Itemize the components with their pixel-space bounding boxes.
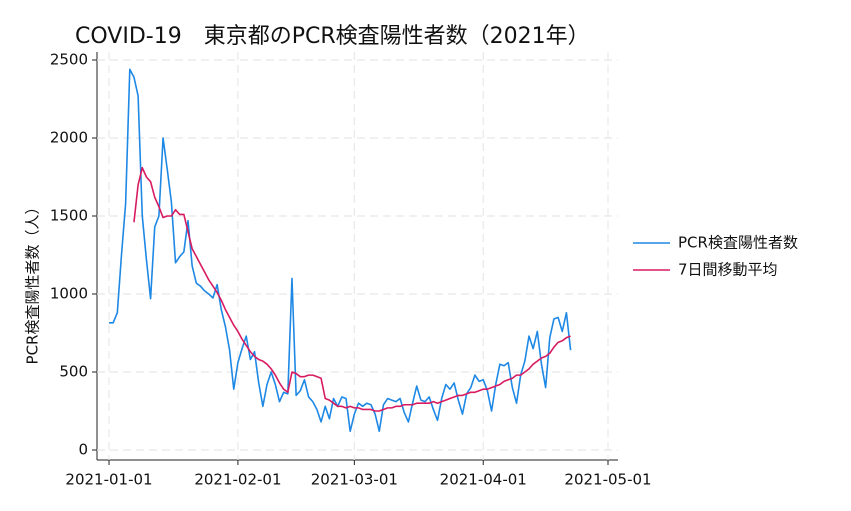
y-tick-label: 1000 — [50, 285, 88, 303]
y-tick-label: 500 — [59, 363, 88, 381]
y-tick-label: 2000 — [50, 129, 88, 147]
series-line — [133, 166, 571, 412]
x-tick-label: 2021-01-01 — [65, 471, 152, 489]
series-line — [109, 68, 572, 433]
y-axis-label: PCR検査陽性者数（人） — [24, 200, 42, 365]
y-tick-label: 2500 — [50, 51, 88, 69]
y-tick-label: 1500 — [50, 207, 88, 225]
chart-title: COVID-19 東京都のPCR検査陽性者数（2021年） — [75, 24, 590, 49]
legend-label: 7日間移動平均 — [678, 261, 778, 279]
x-tick-label: 2021-05-01 — [564, 471, 651, 489]
x-tick-label: 2021-02-01 — [194, 471, 281, 489]
y-tick-label: 0 — [78, 441, 88, 459]
legend-label: PCR検査陽性者数 — [678, 234, 798, 252]
x-tick-label: 2021-03-01 — [311, 471, 398, 489]
x-tick-label: 2021-04-01 — [440, 471, 527, 489]
